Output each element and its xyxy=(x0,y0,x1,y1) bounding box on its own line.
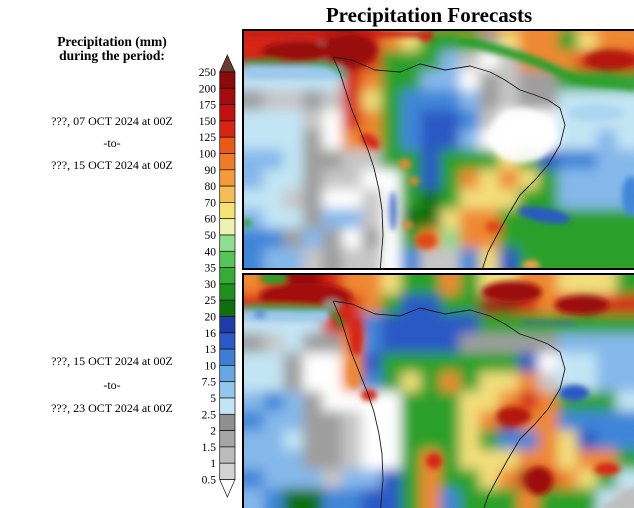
svg-text:30: 30 xyxy=(205,279,217,291)
svg-text:25: 25 xyxy=(205,295,217,307)
svg-text:150: 150 xyxy=(199,116,217,128)
svg-text:1: 1 xyxy=(210,458,216,470)
svg-text:100: 100 xyxy=(199,149,217,161)
svg-text:40: 40 xyxy=(205,246,217,258)
svg-text:125: 125 xyxy=(199,132,217,144)
svg-text:80: 80 xyxy=(205,181,217,193)
svg-text:5: 5 xyxy=(210,393,216,405)
svg-text:7.5: 7.5 xyxy=(202,377,217,389)
svg-text:16: 16 xyxy=(205,328,217,340)
svg-text:35: 35 xyxy=(205,263,217,275)
svg-text:20: 20 xyxy=(205,312,217,324)
svg-text:70: 70 xyxy=(205,197,217,209)
svg-text:2: 2 xyxy=(210,426,216,438)
svg-text:90: 90 xyxy=(205,165,217,177)
svg-text:2.5: 2.5 xyxy=(202,409,217,421)
svg-text:250: 250 xyxy=(199,67,217,79)
svg-text:50: 50 xyxy=(205,230,217,242)
svg-text:0.5: 0.5 xyxy=(202,475,217,487)
svg-text:10: 10 xyxy=(205,360,217,372)
svg-text:1.5: 1.5 xyxy=(202,442,217,454)
svg-text:175: 175 xyxy=(199,100,217,112)
svg-text:200: 200 xyxy=(199,83,217,95)
svg-text:13: 13 xyxy=(205,344,217,356)
svg-text:60: 60 xyxy=(205,214,217,226)
